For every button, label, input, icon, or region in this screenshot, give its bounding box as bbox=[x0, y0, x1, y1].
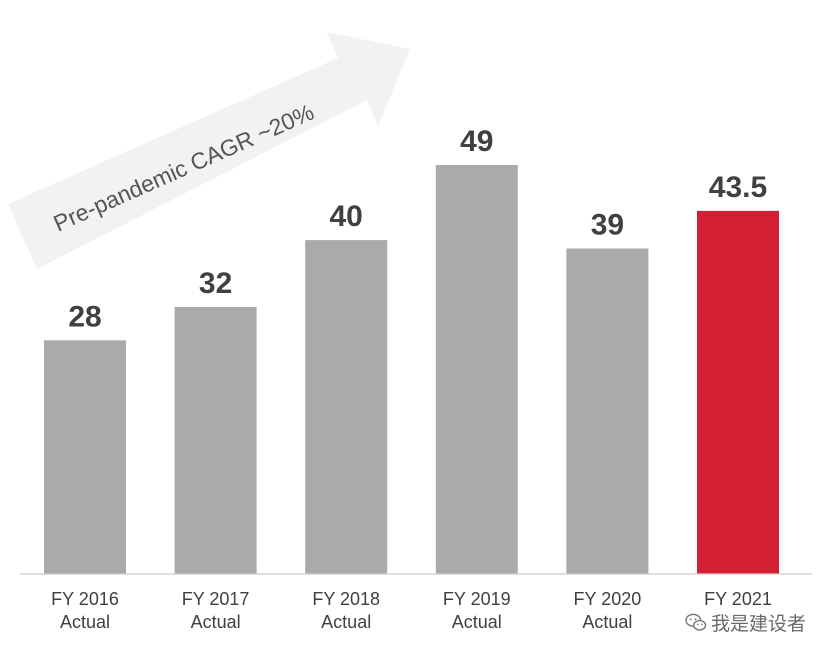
cagr-annotation-text: Pre-pandemic CAGR ~20% bbox=[49, 99, 317, 237]
category-label-2-line-1: Actual bbox=[321, 612, 371, 632]
value-label-1: 32 bbox=[199, 267, 232, 300]
value-label-5: 43.5 bbox=[709, 171, 767, 204]
category-label-5-line-0: FY 2021 bbox=[704, 589, 772, 609]
category-label-3-line-1: Actual bbox=[452, 612, 502, 632]
watermark-text: 我是建设者 bbox=[710, 613, 806, 635]
bar-2 bbox=[305, 240, 388, 574]
bar-4 bbox=[566, 248, 649, 574]
category-label-4-line-0: FY 2020 bbox=[574, 589, 642, 609]
category-label-2-line-0: FY 2018 bbox=[312, 589, 380, 609]
value-label-2: 40 bbox=[330, 200, 363, 233]
bar-3 bbox=[435, 165, 518, 574]
bar-5 bbox=[697, 210, 779, 574]
watermark: 我是建设者 bbox=[685, 609, 806, 636]
value-label-3: 49 bbox=[460, 125, 493, 158]
category-label-0-line-0: FY 2016 bbox=[51, 589, 119, 609]
category-label-1-line-1: Actual bbox=[191, 612, 241, 632]
category-label-3-line-0: FY 2019 bbox=[443, 589, 511, 609]
value-labels-group: 28 32 40 49 39 43.5 bbox=[68, 125, 767, 333]
value-label-0: 28 bbox=[68, 300, 101, 333]
category-label-0-line-1: Actual bbox=[60, 612, 110, 632]
category-label-1-line-0: FY 2017 bbox=[182, 589, 250, 609]
category-labels-group: FY 2016 Actual FY 2017 Actual FY 2018 Actual F… bbox=[51, 589, 772, 632]
cagr-arrow bbox=[8, 32, 410, 269]
category-label-4-line-1: Actual bbox=[582, 612, 632, 632]
wechat-icon bbox=[685, 613, 707, 631]
cagr-annotation: Pre-pandemic CAGR ~20% bbox=[8, 32, 410, 269]
value-label-4: 39 bbox=[591, 209, 624, 242]
bar-0 bbox=[44, 340, 126, 574]
bars-group bbox=[44, 165, 779, 574]
bar-1 bbox=[174, 306, 257, 574]
